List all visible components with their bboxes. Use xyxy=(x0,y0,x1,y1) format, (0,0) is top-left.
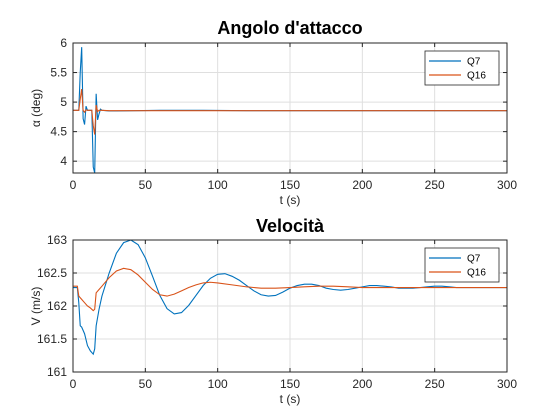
x-tick-label: 250 xyxy=(425,178,445,192)
legend-box xyxy=(424,50,500,86)
x-tick-label: 100 xyxy=(208,178,228,192)
y-tick-label: 163 xyxy=(47,233,67,247)
y-axis-label: α (deg) xyxy=(29,89,43,127)
x-tick-label: 0 xyxy=(70,178,77,192)
x-axis-label: t (s) xyxy=(280,193,301,207)
y-tick-label: 161 xyxy=(47,365,67,379)
y-tick-label: 162 xyxy=(47,299,67,313)
y-axis-label: V (m/s) xyxy=(29,287,43,326)
x-tick-label: 100 xyxy=(208,377,228,391)
x-tick-label: 50 xyxy=(139,377,153,391)
x-tick-label: 300 xyxy=(497,377,517,391)
y-tick-label: 162.5 xyxy=(37,266,67,280)
series-line-q16 xyxy=(73,89,507,135)
chart-1: 0 50 100 150 200 250 300 4 4.5 5 5.5 6 Angolo d'atta… xyxy=(29,18,517,207)
x-tick-label: 300 xyxy=(497,178,517,192)
chart-2: 0 50 100 150 200 250 300 161 161.5 162 162.5 163 Vel… xyxy=(29,216,517,406)
chart-title: Velocità xyxy=(256,216,325,236)
y-tick-label: 5.5 xyxy=(50,66,67,80)
x-tick-label: 250 xyxy=(425,377,445,391)
x-tick-label: 150 xyxy=(280,178,300,192)
x-tick-label: 0 xyxy=(70,377,77,391)
x-tick-label: 50 xyxy=(139,178,153,192)
x-tick-label: 150 xyxy=(280,377,300,391)
y-tick-label: 6 xyxy=(60,36,67,50)
legend-box xyxy=(424,247,500,283)
legend-label: Q16 xyxy=(467,71,486,82)
x-tick-label: 200 xyxy=(352,178,372,192)
x-tick-label: 200 xyxy=(352,377,372,391)
series-line-q16 xyxy=(73,267,507,312)
y-tick-label: 5 xyxy=(60,95,67,109)
y-tick-label: 161.5 xyxy=(37,332,67,346)
legend-label: Q7 xyxy=(467,254,481,265)
y-tick-label: 4 xyxy=(60,154,67,168)
y-tick-label: 4.5 xyxy=(50,125,67,139)
chart-title: Angolo d'attacco xyxy=(217,18,362,38)
series-line-q7 xyxy=(73,240,507,356)
x-axis-label: t (s) xyxy=(280,392,301,406)
legend-label: Q7 xyxy=(467,57,481,68)
legend-label: Q16 xyxy=(467,268,486,279)
